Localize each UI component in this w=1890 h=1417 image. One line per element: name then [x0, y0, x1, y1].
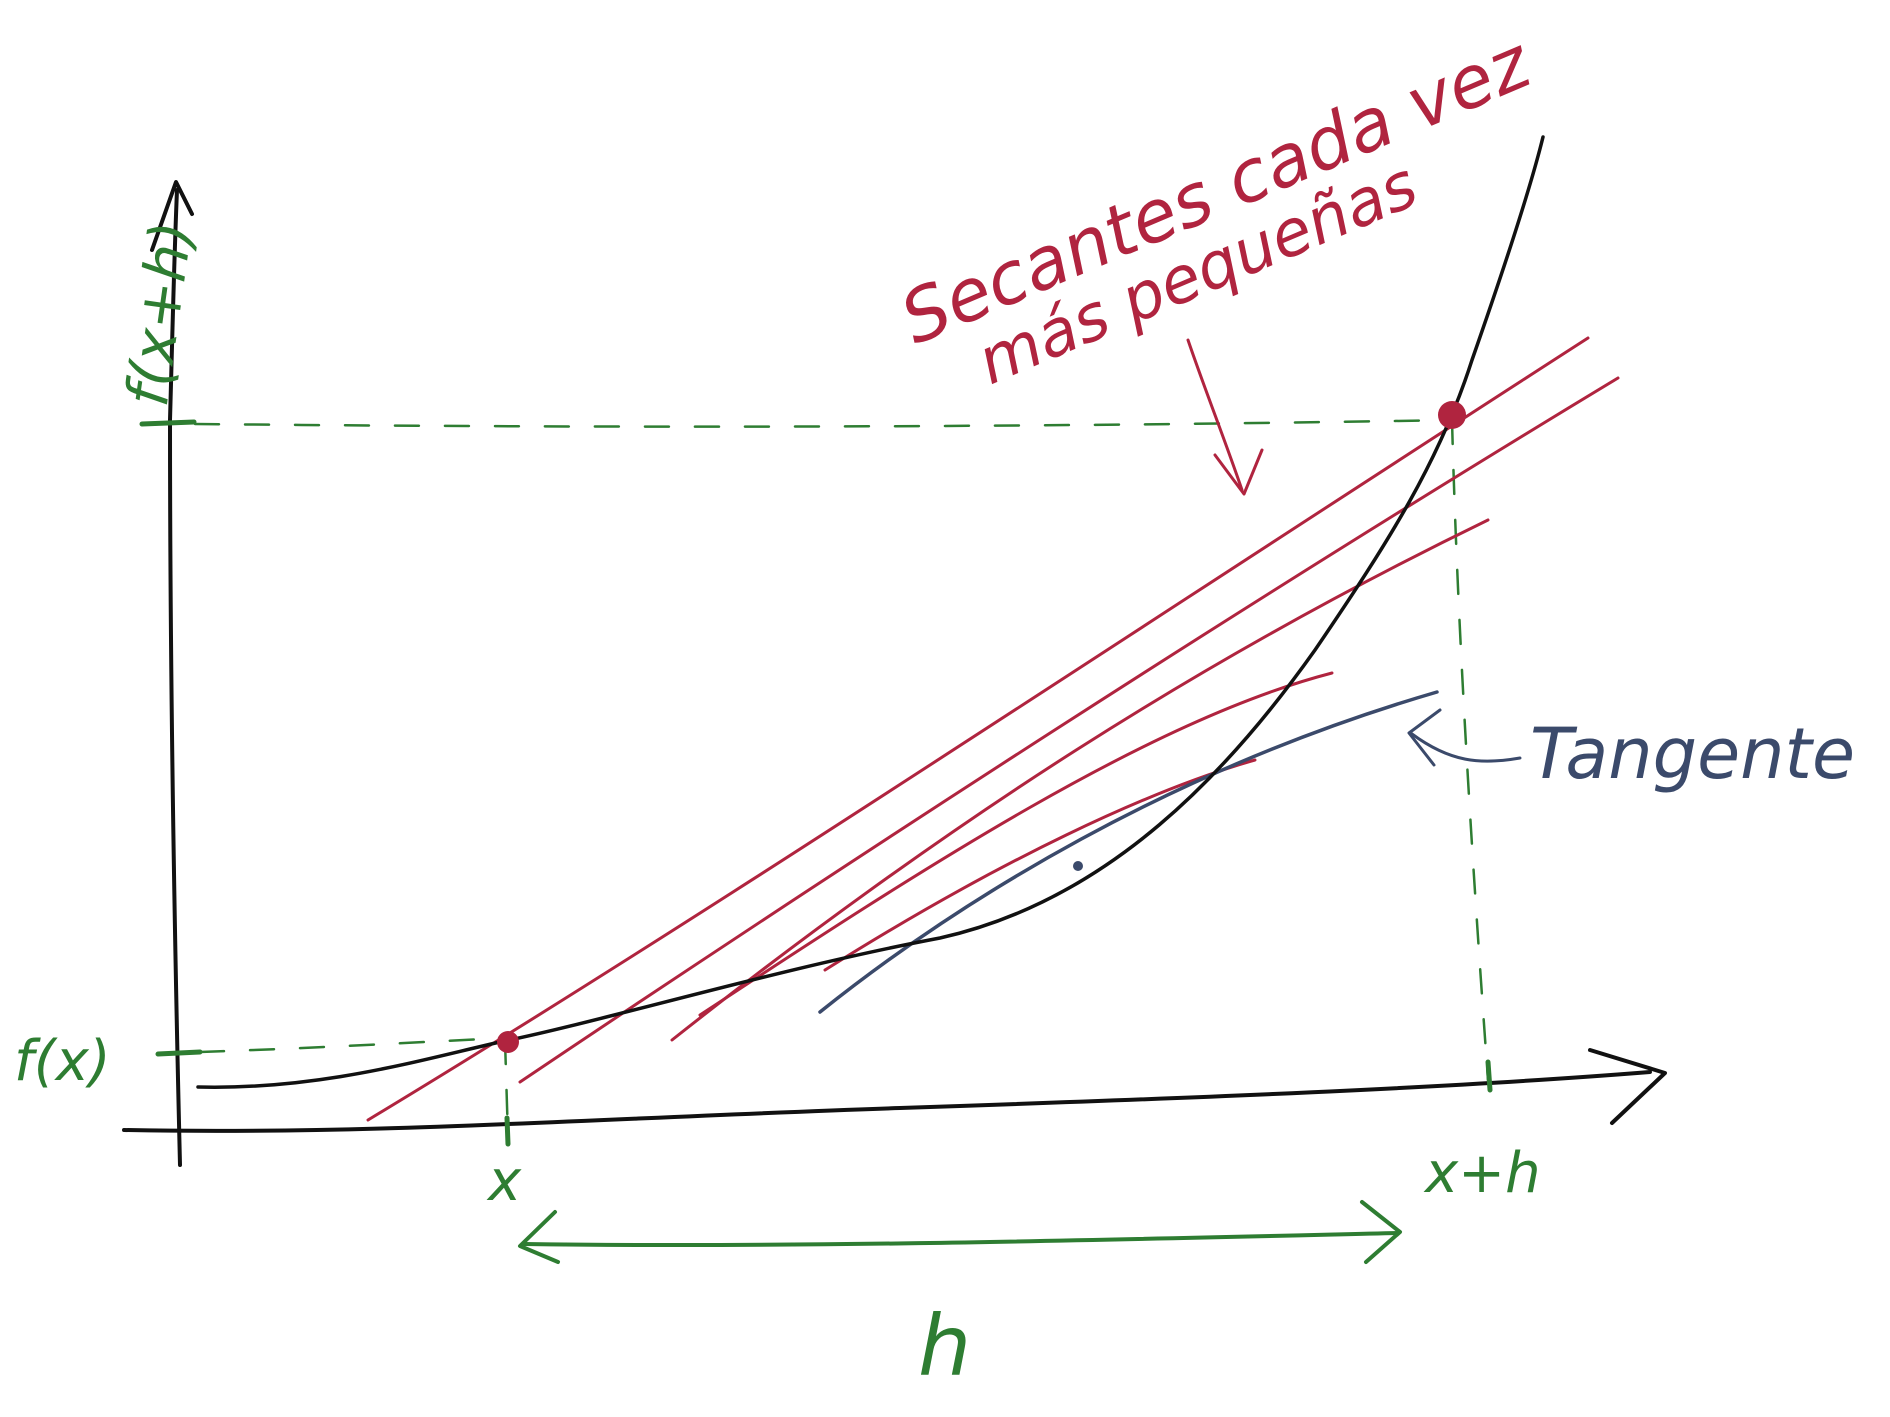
fx-tick — [155, 1049, 203, 1057]
annotation-line-1: Secantes cada vez — [889, 19, 1544, 360]
y-axis — [168, 188, 182, 1167]
point-tangency — [1073, 861, 1083, 871]
xh-dashed-guide — [1450, 418, 1490, 1082]
secant-line-2 — [518, 376, 1620, 1084]
tangent-line — [818, 690, 1439, 1014]
y-axis-arrowhead — [150, 180, 194, 252]
point-x — [497, 1031, 519, 1053]
secant-line-1 — [366, 336, 1590, 1122]
fxh-dashed-guide — [193, 418, 1454, 428]
label-xh: x+h — [1423, 1141, 1541, 1206]
x-tick — [504, 1115, 511, 1147]
label-tangent: Tangente — [1530, 713, 1855, 795]
secant-lines — [366, 336, 1620, 1122]
xh-tick — [1485, 1059, 1493, 1093]
secant-line-4 — [698, 671, 1334, 1017]
point-x-plus-h — [1438, 401, 1466, 429]
label-fxh: f(x+h) — [113, 217, 206, 410]
label-fx: f(x) — [14, 1029, 111, 1094]
tangent-pointer-icon — [1407, 708, 1522, 767]
annotation-arrow-icon — [1186, 338, 1264, 496]
function-curve — [196, 135, 1545, 1089]
points — [497, 401, 1466, 1053]
x-axis-arrowhead — [1588, 1048, 1667, 1125]
guides — [139, 418, 1493, 1147]
label-h: h — [918, 1297, 971, 1395]
label-x: x — [486, 1149, 522, 1214]
x-axis — [122, 1070, 1652, 1133]
fxh-tick — [139, 419, 197, 427]
fx-dashed-guide — [198, 1036, 507, 1054]
axes — [122, 180, 1667, 1167]
h-width-arrow-icon — [518, 1200, 1402, 1264]
secant-line-3 — [670, 518, 1490, 1042]
x-dashed-guide — [503, 1038, 510, 1140]
